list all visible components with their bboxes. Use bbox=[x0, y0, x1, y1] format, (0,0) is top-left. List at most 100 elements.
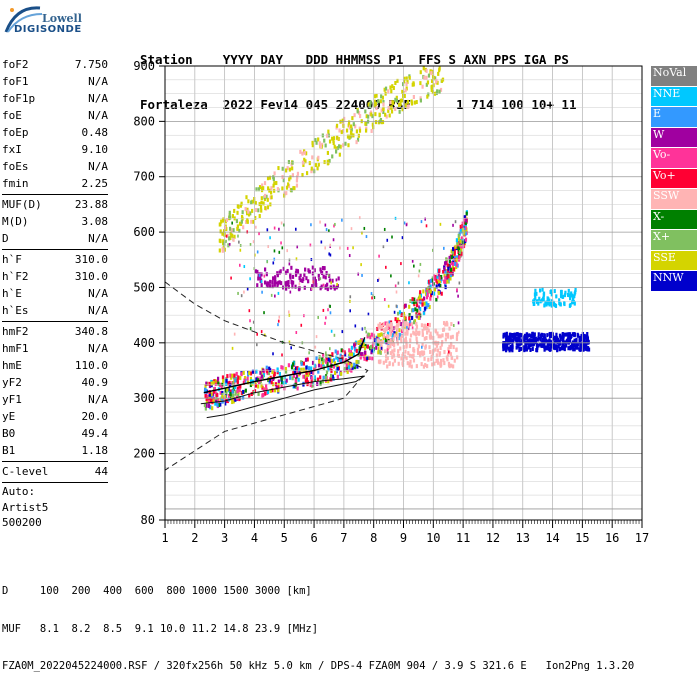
echo-point-main bbox=[396, 317, 400, 322]
echo-point-multihop bbox=[270, 186, 273, 191]
echo-point-ssw bbox=[445, 332, 448, 337]
echo-point-multihop bbox=[338, 128, 341, 133]
echo-point-nnw bbox=[572, 347, 575, 352]
echo-point-main bbox=[419, 307, 422, 312]
echo-point-spread bbox=[350, 227, 353, 231]
echo-point-multihop bbox=[270, 190, 273, 195]
echo-point-main bbox=[453, 261, 457, 266]
echo-point-ssw bbox=[435, 353, 438, 358]
echo-point-main bbox=[440, 291, 443, 296]
echo-point-spread bbox=[225, 239, 227, 243]
echo-point-main bbox=[229, 383, 232, 388]
echo-point-nnw bbox=[534, 336, 537, 341]
x-tick-label: 9 bbox=[400, 531, 407, 545]
echo-point-spread bbox=[240, 294, 243, 298]
footer-distance-row: D 100 200 400 600 800 1000 1500 3000 [km… bbox=[2, 585, 312, 597]
echo-point-main bbox=[415, 303, 419, 308]
echo-point-spread bbox=[330, 329, 333, 333]
echo-point-nnw bbox=[504, 344, 507, 349]
echo-point-main bbox=[429, 289, 432, 294]
echo-point-multihop bbox=[337, 137, 340, 142]
echo-point-main bbox=[422, 296, 426, 301]
echo-point-main bbox=[443, 273, 446, 278]
echo-point-nnw bbox=[526, 333, 529, 338]
y-tick-label: 400 bbox=[133, 336, 155, 350]
echo-point-multihop bbox=[273, 171, 276, 176]
echo-point-nne bbox=[563, 301, 566, 306]
echo-point-main bbox=[211, 398, 214, 403]
echo-point-nnw bbox=[546, 339, 549, 344]
echo-point-spread bbox=[330, 281, 332, 285]
echo-point-nnw bbox=[576, 332, 579, 337]
echo-point-spread bbox=[320, 240, 323, 244]
echo-point-main bbox=[224, 388, 227, 393]
echo-point-spread bbox=[394, 284, 397, 288]
echo-point-multihop bbox=[222, 241, 225, 246]
echo-point-spread bbox=[238, 263, 241, 267]
echo-point-main bbox=[309, 383, 312, 388]
autoscale-text: 500200 bbox=[2, 516, 42, 529]
echo-point-main bbox=[463, 227, 466, 232]
echo-point-multihop bbox=[230, 228, 233, 233]
echo-point-main bbox=[228, 380, 231, 385]
echo-point-main bbox=[213, 386, 216, 391]
echo-point-multihop bbox=[395, 95, 398, 100]
echo-point-w bbox=[332, 284, 335, 289]
echo-point-spread bbox=[277, 291, 280, 295]
echo-point-multihop bbox=[399, 98, 402, 103]
echo-point-main bbox=[266, 369, 269, 374]
echo-point-main bbox=[463, 215, 466, 220]
echo-point-multihop bbox=[317, 137, 320, 142]
echo-point-spread bbox=[289, 290, 292, 294]
echo-point-main bbox=[226, 387, 229, 392]
echo-point-multihop bbox=[291, 166, 294, 171]
echo-point-ssw bbox=[428, 345, 431, 350]
echo-point-main bbox=[458, 252, 461, 257]
echo-point-multihop bbox=[310, 169, 313, 174]
echo-point-spread bbox=[418, 269, 421, 273]
echo-point-nnw bbox=[531, 331, 534, 336]
echo-point-nnw bbox=[543, 344, 546, 349]
echo-point-multihop bbox=[317, 162, 320, 167]
x-tick-label: 13 bbox=[516, 531, 530, 545]
echo-point-multihop bbox=[419, 98, 422, 103]
echo-point-ssw bbox=[440, 342, 443, 347]
echo-point-multihop bbox=[285, 191, 288, 196]
echo-point-nnw bbox=[523, 336, 526, 341]
echo-point-main bbox=[350, 345, 354, 350]
echo-point-multihop bbox=[285, 168, 288, 173]
echo-point-nne bbox=[541, 298, 544, 303]
echo-point-multihop bbox=[224, 225, 227, 230]
echo-point-main bbox=[422, 289, 425, 294]
echo-point-spread bbox=[322, 308, 325, 312]
echo-point-ssw bbox=[449, 335, 453, 340]
echo-point-main bbox=[311, 383, 314, 388]
echo-point-ssw bbox=[403, 321, 406, 326]
echo-point-main bbox=[432, 291, 436, 296]
echo-point-nnw bbox=[502, 347, 505, 352]
echo-point-multihop bbox=[353, 113, 356, 118]
echo-point-nnw bbox=[519, 341, 522, 346]
echo-point-ssw bbox=[409, 338, 412, 343]
echo-point-multihop bbox=[245, 219, 248, 224]
echo-point-nnw bbox=[558, 347, 561, 352]
echo-point-main bbox=[250, 391, 253, 396]
echo-point-nnw bbox=[532, 342, 535, 347]
echo-point-multihop bbox=[346, 134, 350, 139]
echo-point-multihop bbox=[261, 183, 264, 188]
echo-point-main bbox=[409, 299, 412, 304]
echo-point-main bbox=[294, 384, 297, 389]
echo-point-ssw bbox=[434, 329, 438, 334]
echo-point-nnw bbox=[507, 346, 510, 351]
echo-point-nnw bbox=[561, 343, 564, 348]
echo-point-main bbox=[239, 376, 242, 381]
echo-point-main bbox=[276, 367, 279, 372]
echo-point-nnw bbox=[569, 335, 572, 340]
echo-point-spread bbox=[461, 245, 463, 249]
y-tick-label: 600 bbox=[133, 225, 155, 239]
param-value: 40.9 bbox=[81, 376, 109, 389]
echo-point-nnw bbox=[537, 343, 540, 348]
echo-point-ssw bbox=[412, 348, 415, 353]
echo-point-w bbox=[311, 284, 314, 289]
echo-point-spread bbox=[443, 246, 445, 250]
